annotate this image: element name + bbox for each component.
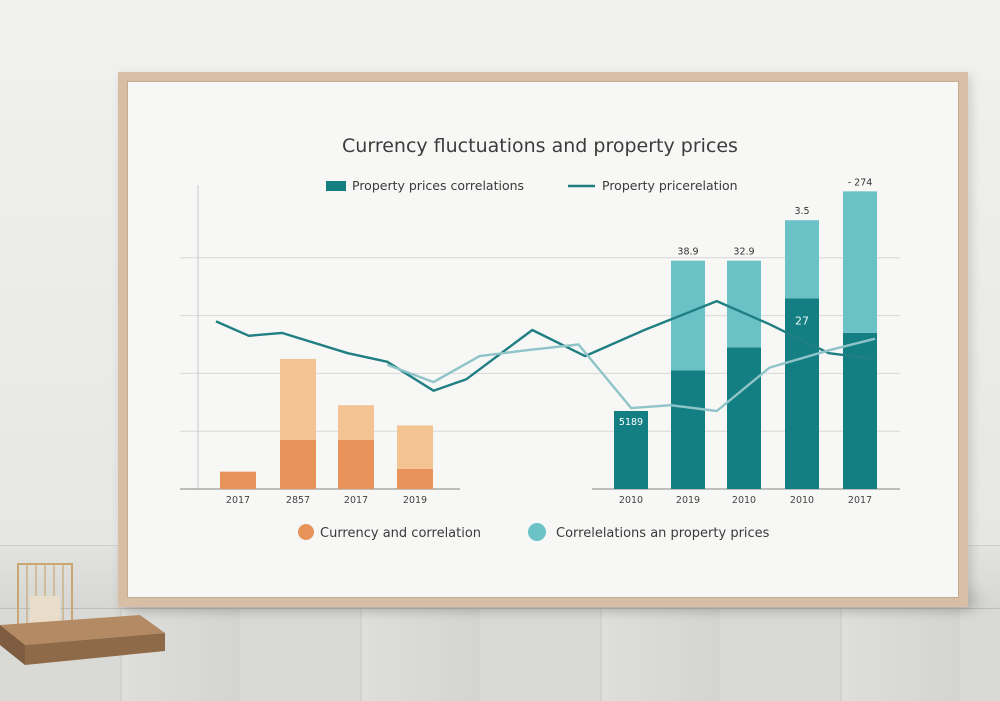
left-bar-segment [220, 471, 256, 489]
left-bar-segment [338, 439, 374, 489]
right-x-tick-label: 2010 [790, 495, 814, 506]
right-bar-segment [785, 298, 819, 489]
right-bar-label: 38.9 [677, 247, 698, 258]
right-x-tick-label: 2017 [848, 495, 872, 506]
bar-labels: 5189 38.9 32.9 3.5 27 - 274 [619, 177, 872, 428]
right-inner-label: 27 [795, 314, 809, 327]
floor [0, 608, 1000, 701]
left-x-tick-label: 2017 [344, 495, 368, 506]
right-bar-segment [614, 410, 648, 489]
series-line [386, 337, 876, 413]
legend-dot-correlations [528, 523, 546, 541]
right-bar-segment [843, 191, 877, 333]
legend-label-line: Property pricerelation [602, 178, 738, 193]
chart-title: Currency fluctuations and property price… [342, 135, 738, 157]
left-x-tick-label: 2857 [286, 495, 310, 506]
right-bar-segment [727, 260, 761, 348]
legend-label-bar: Property prices correlations [352, 178, 524, 193]
right-bar-segment [671, 260, 705, 371]
left-x-tick-label: 2017 [226, 495, 250, 506]
left-bar-segment [397, 468, 433, 489]
left-bar-segment [338, 405, 374, 440]
left-bar-segment [397, 425, 433, 469]
right-bar-label: 5189 [619, 417, 643, 428]
legend-top: Property prices correlations Property pr… [326, 178, 738, 193]
right-bar-segment [671, 370, 705, 489]
legend-dot-currency [298, 524, 314, 540]
right-bar-segment [785, 220, 819, 299]
right-bar-label: - 274 [848, 177, 873, 188]
left-x-tick-label: 2019 [403, 495, 427, 506]
left-bar-segment [280, 358, 316, 440]
series-lines [215, 299, 876, 413]
legend-label-currency: Currency and correlation [320, 526, 481, 541]
legend-label-correlations: Correlelations an property prices [556, 526, 770, 541]
right-bar-label: 3.5 [794, 206, 809, 217]
bars [220, 191, 877, 489]
legend-bottom: Currency and correlation Correlelations … [298, 523, 770, 541]
legend-swatch-bar [326, 181, 346, 191]
right-x-tick-label: 2010 [619, 495, 643, 506]
x-tick-labels: 2017 2857 2017 2019 2010 2019 2010 2010 2017 [226, 495, 872, 506]
left-bar-segment [280, 439, 316, 489]
picture-frame [118, 72, 968, 607]
right-x-tick-label: 2019 [676, 495, 700, 506]
book [0, 615, 165, 665]
right-bar-segment [727, 347, 761, 489]
right-bar-label: 32.9 [733, 247, 754, 258]
right-x-tick-label: 2010 [732, 495, 756, 506]
